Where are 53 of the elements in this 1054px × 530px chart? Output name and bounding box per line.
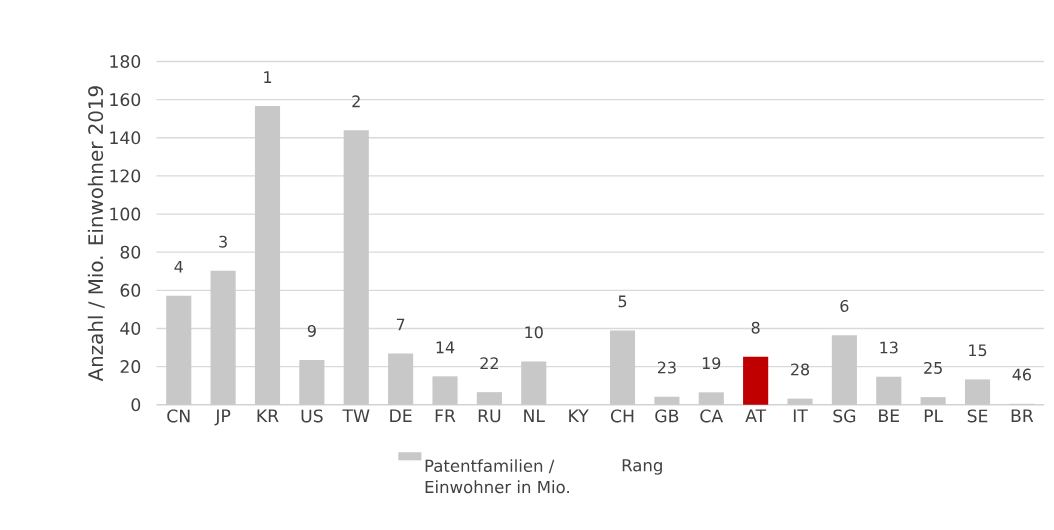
annotation: 6 bbox=[840, 300, 849, 313]
y-tick-label: 20 bbox=[120, 360, 141, 374]
annotation: 9 bbox=[307, 325, 316, 338]
annotation: 22 bbox=[480, 357, 498, 370]
y-tick-label: 160 bbox=[110, 93, 141, 107]
x-tick-label: DE bbox=[390, 409, 412, 423]
x-tick-label: KY bbox=[569, 409, 589, 423]
y-tick-label: 140 bbox=[110, 131, 141, 145]
x-tick-label: KR bbox=[257, 409, 279, 423]
x-tick-label: US bbox=[301, 409, 323, 423]
bar bbox=[743, 357, 769, 405]
annotation: 5 bbox=[618, 295, 627, 308]
x-tick-label: SG bbox=[833, 409, 856, 423]
y-tick-label: 0 bbox=[131, 398, 141, 412]
y-tick-label: 180 bbox=[110, 55, 141, 69]
x-tick-label: FR bbox=[435, 409, 456, 423]
x-tick-label: NL bbox=[524, 409, 545, 423]
annotation: 15 bbox=[969, 344, 987, 357]
annotation: 1 bbox=[264, 71, 272, 84]
y-tick-label: 80 bbox=[120, 245, 141, 259]
x-tick-label: GB bbox=[655, 409, 679, 423]
x-tick-label: JP bbox=[214, 409, 231, 426]
x-tick-label: CA bbox=[700, 409, 723, 423]
text: Rang bbox=[622, 459, 662, 475]
x-tick-label: BE bbox=[879, 409, 900, 423]
y-tick-label: 60 bbox=[120, 283, 141, 297]
annotation: 28 bbox=[791, 363, 810, 376]
annotation: 14 bbox=[436, 341, 455, 354]
annotation: 25 bbox=[924, 362, 942, 375]
x-tick-label: TW bbox=[342, 409, 370, 423]
annotation: 8 bbox=[751, 321, 760, 334]
x-tick-label: BR bbox=[1011, 409, 1034, 423]
annotation: 10 bbox=[525, 326, 543, 339]
annotation: 7 bbox=[396, 318, 405, 331]
x-tick-label: AT bbox=[745, 409, 767, 423]
annotation: 23 bbox=[657, 361, 676, 374]
annotation: 13 bbox=[880, 341, 898, 354]
y-tick-label: 100 bbox=[110, 207, 141, 221]
y-axis-title: Anzahl / Mio. Einwohner 2019 bbox=[87, 86, 105, 382]
x-tick-label: CH bbox=[611, 409, 634, 423]
y-tick-label: 40 bbox=[120, 322, 141, 336]
annotation: 4 bbox=[174, 261, 183, 273]
x-tick-label: SE bbox=[967, 409, 988, 423]
x-tick-label: RU bbox=[478, 409, 501, 423]
annotation: 3 bbox=[219, 235, 227, 248]
legend-label: Patentfamilien / Einwohner in Mio. bbox=[425, 459, 569, 494]
annotation: 46 bbox=[1012, 368, 1032, 381]
x-tick-label: IT bbox=[793, 409, 808, 423]
x-tick-label: CN bbox=[167, 409, 190, 423]
annotation: 19 bbox=[702, 357, 721, 370]
x-tick-label: PL bbox=[924, 409, 944, 423]
y-tick-label: 120 bbox=[110, 169, 141, 183]
annotation: 2 bbox=[352, 95, 360, 108]
